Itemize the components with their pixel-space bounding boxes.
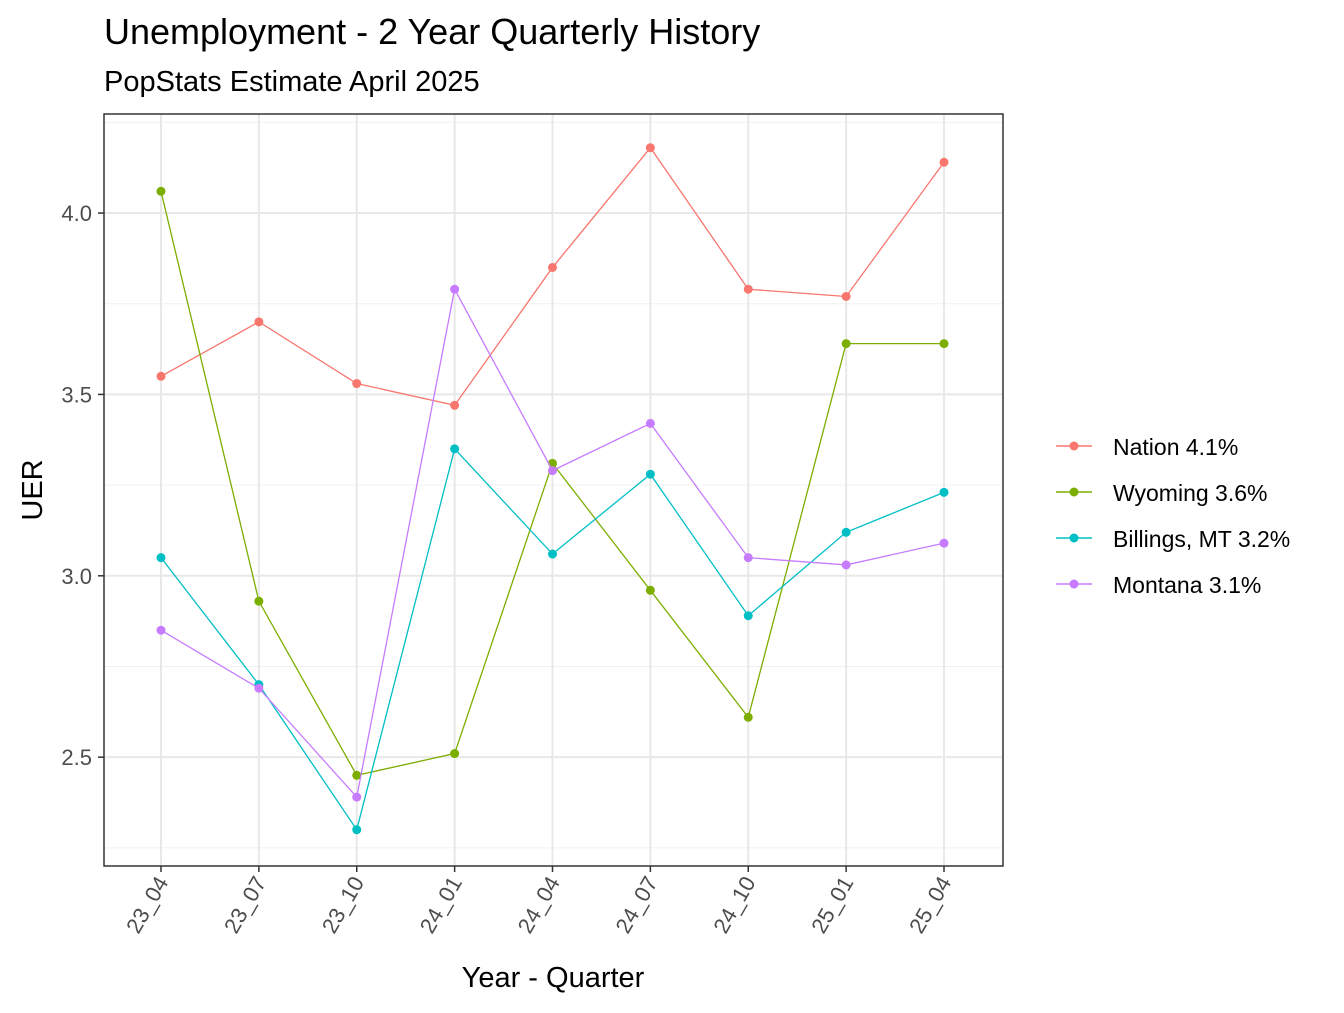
data-point [841, 560, 851, 570]
x-tick-label: 23_04 [121, 872, 173, 937]
data-point [254, 317, 264, 327]
data-point [254, 683, 264, 693]
x-tick-label: 25_01 [806, 872, 858, 937]
x-tick-label: 23_10 [317, 872, 369, 937]
y-tick-label: 3.0 [61, 564, 92, 589]
data-point [743, 712, 753, 722]
data-point [743, 284, 753, 294]
data-point [450, 749, 460, 759]
data-point [156, 553, 166, 563]
legend-key-point [1069, 579, 1079, 589]
data-point [743, 553, 753, 563]
y-tick-label: 2.5 [61, 745, 92, 770]
y-axis-label: UER [17, 459, 49, 520]
data-point [939, 157, 949, 167]
legend-label: Wyoming 3.6% [1113, 480, 1267, 506]
data-point [645, 469, 655, 479]
x-axis-label: Year - Quarter [462, 962, 645, 994]
data-point [254, 596, 264, 606]
legend-label: Montana 3.1% [1113, 572, 1261, 598]
data-point [548, 549, 557, 559]
plot-border [103, 113, 1004, 867]
axes: 2.5 3.0 3.5 4.0 23_04 23_07 23_10 24_01 24_04 24_… [61, 201, 956, 937]
x-tick-label: 24_04 [513, 872, 565, 937]
data-point [841, 527, 851, 537]
legend-key-point [1069, 441, 1079, 451]
data-point [352, 792, 362, 802]
data-point [548, 466, 557, 476]
data-point [645, 418, 655, 428]
data-point [450, 400, 460, 410]
data-point [548, 262, 557, 272]
x-tick-label: 24_07 [610, 872, 662, 937]
series-layer [156, 143, 949, 835]
data-point [841, 291, 851, 301]
data-point [156, 371, 166, 381]
data-point [743, 611, 753, 621]
legend-key-point [1069, 533, 1079, 543]
y-tick-label: 3.5 [61, 382, 92, 407]
legend-key-point [1069, 487, 1079, 497]
data-point [939, 538, 949, 548]
grid [104, 114, 1003, 866]
data-point [156, 625, 166, 635]
chart-title: Unemployment - 2 Year Quarterly History [104, 11, 760, 52]
x-tick-label: 23_07 [219, 872, 271, 937]
data-point [450, 284, 460, 294]
data-point [939, 487, 949, 497]
data-point [156, 186, 166, 196]
legend-label: Billings, MT 3.2% [1113, 526, 1290, 552]
x-tick-label: 24_10 [708, 872, 760, 937]
x-tick-label: 24_01 [415, 872, 467, 937]
data-point [352, 379, 362, 389]
legend: Nation 4.1% Wyoming 3.6% Billings, MT 3.2%… [1056, 434, 1290, 598]
x-tick-label: 25_04 [904, 872, 956, 937]
data-point [645, 143, 655, 153]
data-point [352, 825, 362, 835]
y-tick-label: 4.0 [61, 201, 92, 226]
data-point [352, 770, 362, 780]
data-point [939, 339, 949, 349]
data-point [645, 585, 655, 595]
data-point [841, 339, 851, 349]
data-point [450, 444, 460, 454]
legend-label: Nation 4.1% [1113, 434, 1238, 460]
chart-subtitle: PopStats Estimate April 2025 [104, 66, 480, 98]
